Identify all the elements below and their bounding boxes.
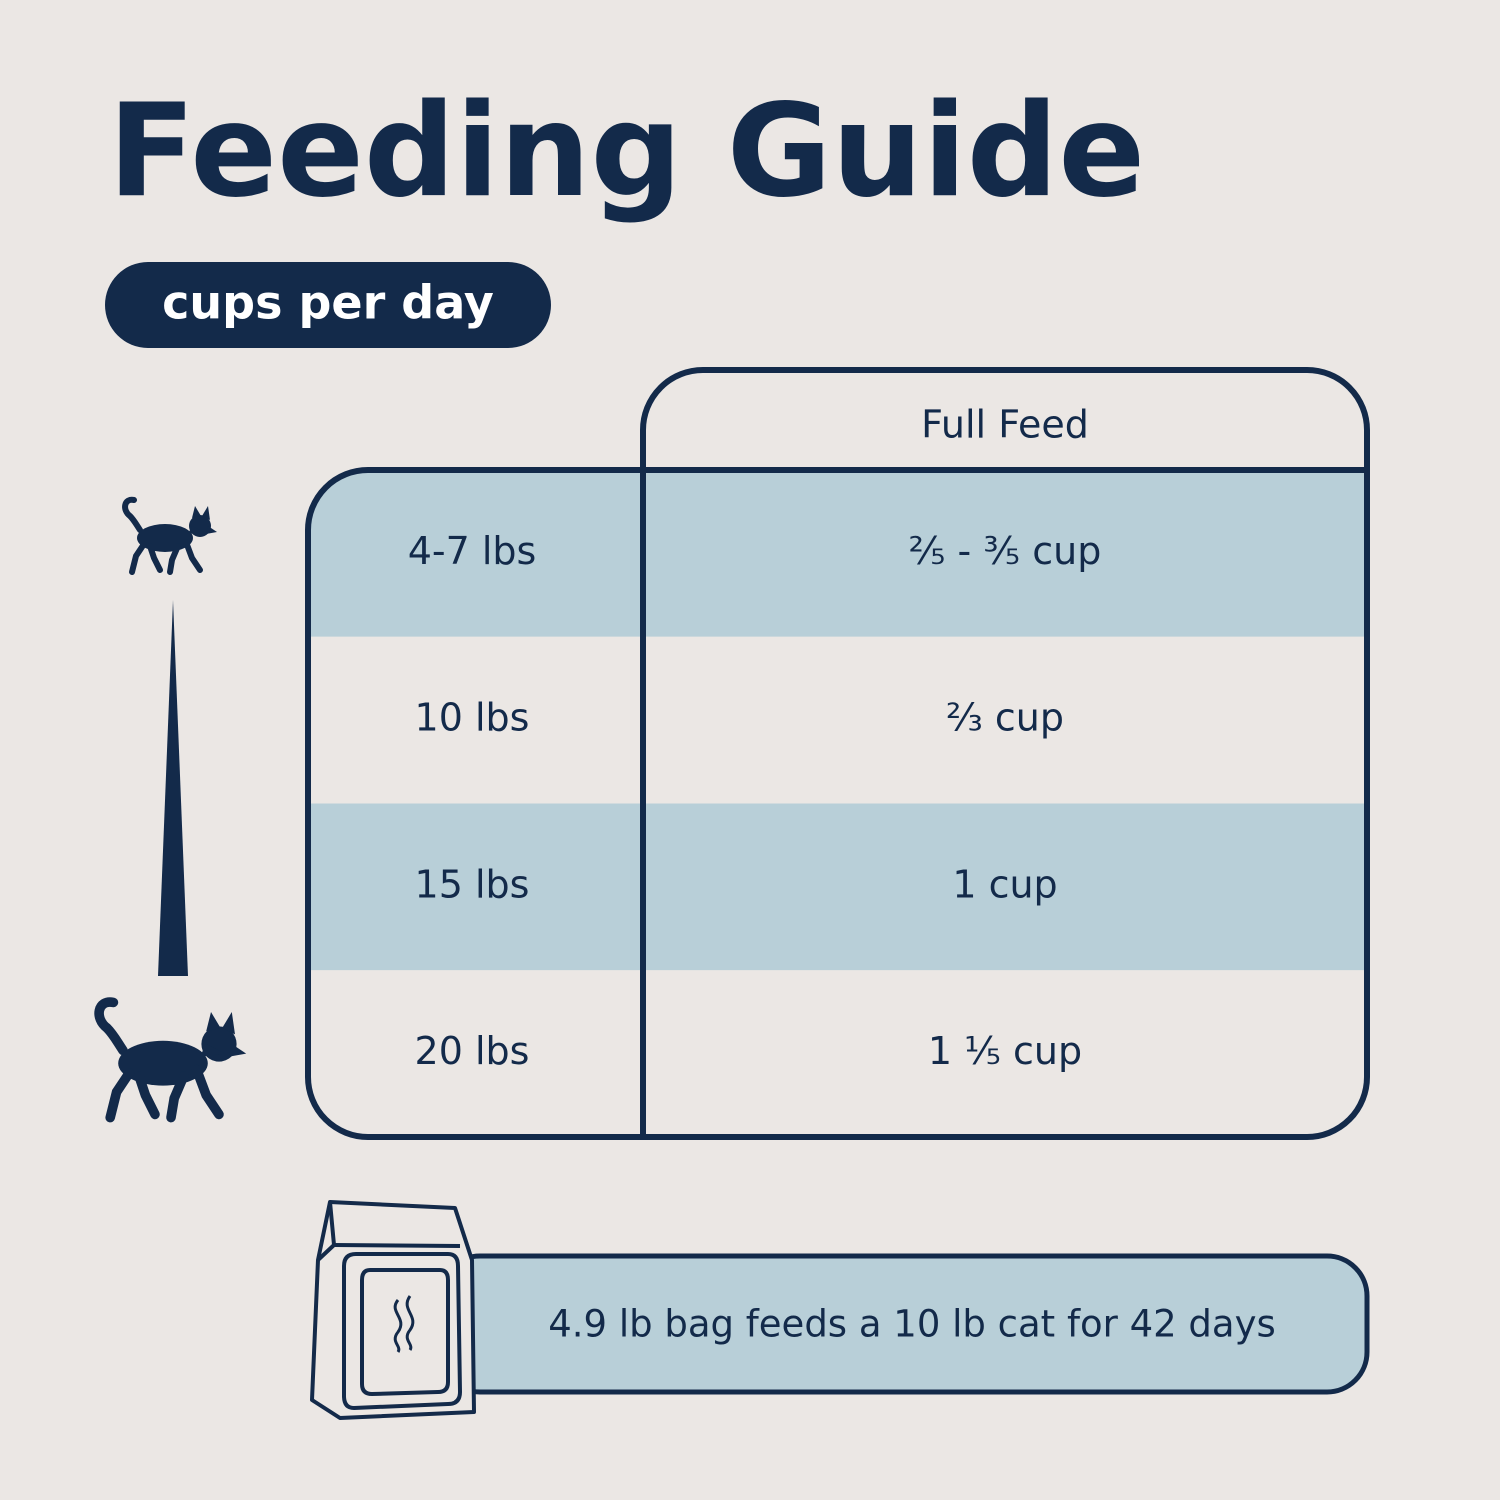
- large-cat-icon: [99, 1002, 246, 1118]
- table-cells: 4-7 lbs ²⁄₅ - ³⁄₅ cup 10 lbs ²⁄₃ cup 15 lbs 1…: [408, 529, 1102, 1073]
- weight-cell: 4-7 lbs: [408, 529, 537, 573]
- subtitle-pill: [105, 262, 551, 348]
- amount-cell: 1 ¹⁄₅ cup: [928, 1029, 1082, 1073]
- weight-cell: 10 lbs: [415, 696, 530, 740]
- row-background: [308, 636, 1367, 804]
- amount-cell: ²⁄₃ cup: [946, 696, 1064, 740]
- table-outline: [305, 367, 1370, 1140]
- title: Feeding Guide: [108, 77, 1145, 226]
- subtitle: cups per day: [162, 276, 494, 330]
- row-background: [308, 803, 1367, 971]
- amount-cell: ²⁄₅ - ³⁄₅ cup: [909, 529, 1102, 573]
- weight-cell: 15 lbs: [415, 862, 530, 906]
- row-background: [308, 470, 1367, 637]
- weight-cell: 20 lbs: [415, 1029, 530, 1073]
- amount-cell: 1 cup: [952, 862, 1057, 906]
- table-rows: [308, 470, 1367, 1137]
- row-background: [308, 970, 1367, 1137]
- size-wedge: [158, 600, 188, 976]
- footer-note: 4.9 lb bag feeds a 10 lb cat for 42 days: [548, 1303, 1276, 1346]
- small-cat-icon: [125, 500, 217, 572]
- bag-icon: [310, 1200, 476, 1420]
- column-header: Full Feed: [921, 403, 1089, 447]
